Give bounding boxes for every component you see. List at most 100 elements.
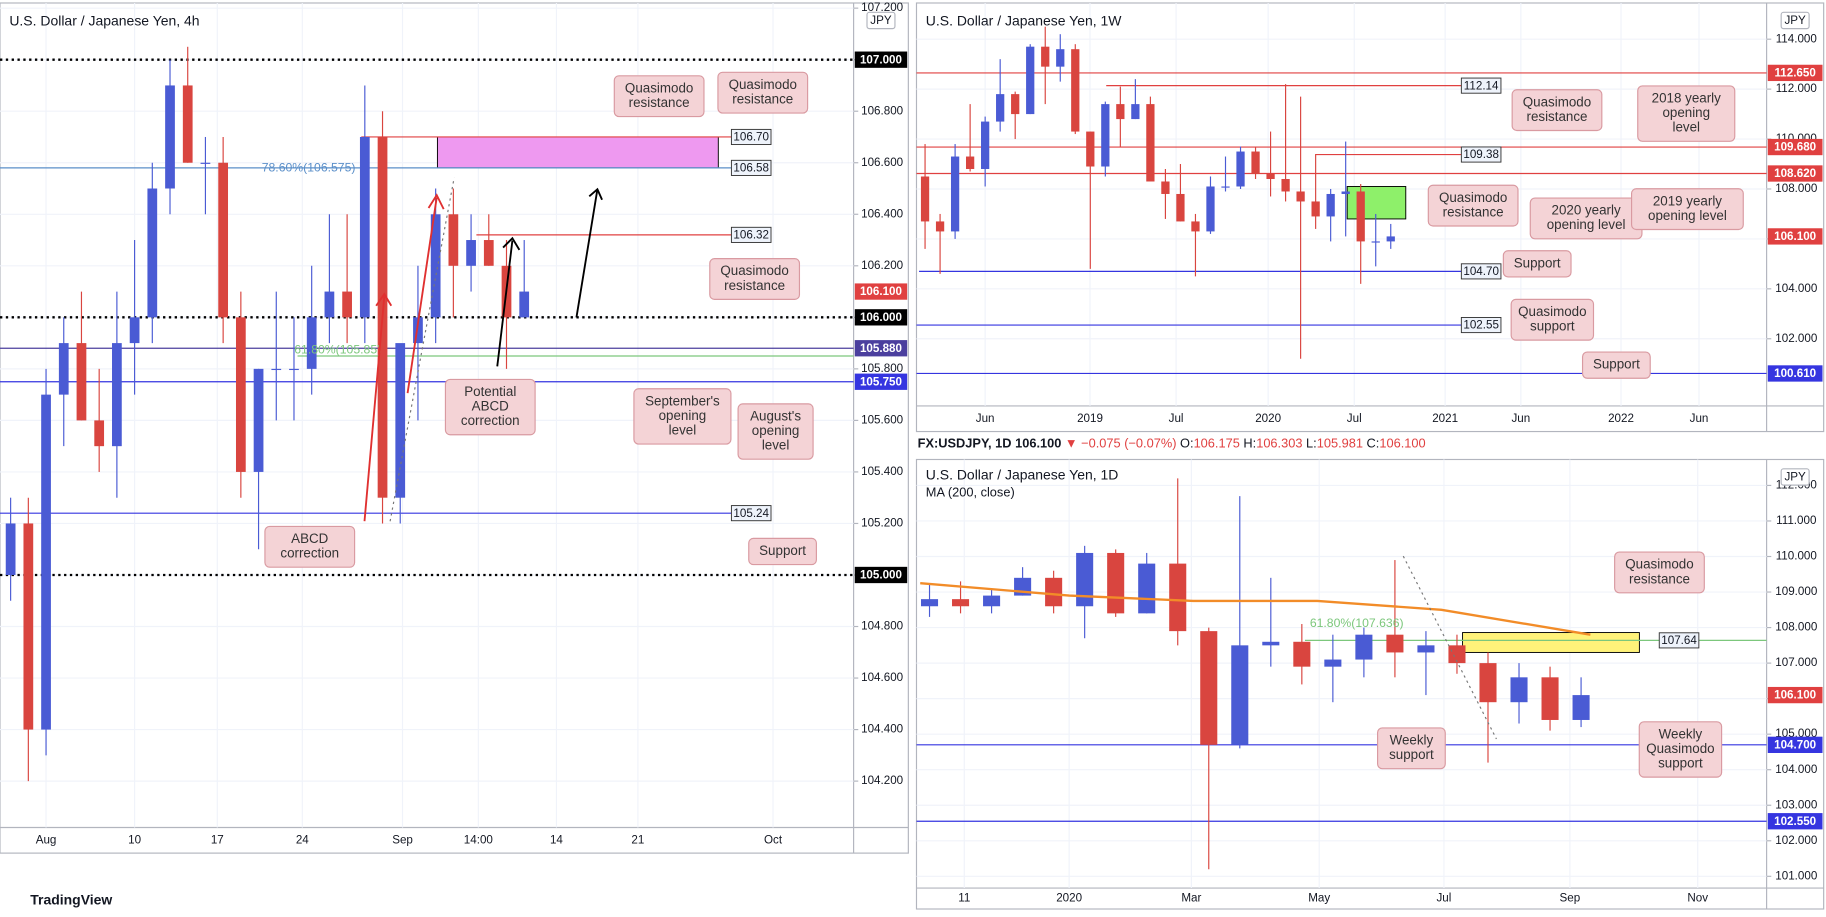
callout bbox=[1377, 727, 1446, 770]
price-axis-badge bbox=[854, 309, 908, 326]
level-label: 107.64 bbox=[1661, 634, 1697, 647]
candle-body bbox=[324, 291, 335, 318]
candle-body bbox=[1386, 236, 1395, 242]
level-label-box bbox=[1460, 77, 1502, 94]
level-label-box bbox=[1460, 317, 1502, 334]
callout-text: August's bbox=[750, 409, 801, 424]
ohlc-value: 106.175 bbox=[1194, 436, 1240, 451]
callout-text: Quasimodo bbox=[720, 263, 788, 278]
y-tick-label: 105.800 bbox=[861, 362, 904, 375]
candle-body bbox=[1191, 221, 1200, 232]
callout bbox=[748, 537, 817, 566]
candle-body bbox=[218, 162, 229, 318]
fib-label: 61.80%(105.85) bbox=[294, 342, 381, 356]
candle-body bbox=[306, 317, 317, 369]
callout-text: support bbox=[1530, 319, 1575, 334]
candle-body bbox=[1056, 49, 1065, 67]
callout bbox=[1630, 188, 1744, 231]
candle-body bbox=[165, 85, 175, 189]
y-tick-label: 106.400 bbox=[861, 207, 904, 220]
callout bbox=[613, 75, 705, 118]
callout-text: ABCD bbox=[472, 399, 510, 414]
candle-body bbox=[182, 85, 193, 163]
callout-text: Quasimodo bbox=[1439, 190, 1507, 205]
legend-entry: MA (200, close) bbox=[926, 485, 1015, 500]
candle-body bbox=[1355, 634, 1373, 660]
callout-text: resistance bbox=[1443, 204, 1504, 219]
level-label: 106.58 bbox=[733, 162, 769, 175]
fib-label: 61.80%(107.636) bbox=[1310, 616, 1404, 630]
price-axis-badge-label: 107.000 bbox=[860, 53, 902, 66]
y-tick-label: 104.000 bbox=[1775, 763, 1818, 776]
x-tick-label: 17 bbox=[211, 833, 224, 846]
x-tick-label: 2019 bbox=[1077, 412, 1103, 425]
x-tick-label: Oct bbox=[764, 833, 783, 846]
y-tick-label: 101.000 bbox=[1775, 869, 1818, 882]
x-tick-label: 24 bbox=[296, 833, 309, 846]
y-tick-label: 108.000 bbox=[1775, 621, 1818, 634]
candle-body bbox=[395, 343, 406, 498]
arrow-head bbox=[427, 193, 445, 210]
price-axis-badge-label: 112.650 bbox=[1774, 67, 1815, 80]
callout-text: opening level bbox=[1648, 208, 1727, 223]
level-label: 102.55 bbox=[1463, 319, 1499, 332]
candle-body bbox=[112, 343, 122, 447]
level-label-box bbox=[1460, 146, 1502, 163]
currency-label: JPY bbox=[1784, 14, 1806, 27]
level-label-box bbox=[1658, 632, 1700, 649]
last-price: 106.100 bbox=[1015, 436, 1061, 451]
candle-body bbox=[983, 595, 1001, 607]
candle-body bbox=[1572, 695, 1590, 720]
y-tick-label: 102.000 bbox=[1775, 332, 1818, 345]
ohlc-key: L: bbox=[1306, 436, 1317, 451]
candle-body bbox=[1161, 181, 1170, 194]
candle-body bbox=[981, 121, 990, 170]
candle-body bbox=[289, 368, 299, 371]
callout-text: resistance bbox=[724, 278, 785, 293]
candle-body bbox=[1251, 151, 1260, 175]
change: ▼ −0.075 (−0.07%) bbox=[1065, 436, 1177, 451]
callout-text: Support bbox=[759, 543, 806, 558]
ohlc-value: 106.100 bbox=[1379, 436, 1425, 451]
callout-text: 2019 yearly bbox=[1653, 193, 1722, 208]
level-label-box bbox=[1460, 263, 1502, 280]
arrow bbox=[406, 197, 438, 394]
candle-body bbox=[5, 523, 16, 575]
x-tick-label: 11 bbox=[958, 892, 970, 905]
candle-body bbox=[1386, 634, 1404, 653]
candle-body bbox=[1266, 174, 1275, 179]
arrow bbox=[575, 189, 599, 318]
panel-frame bbox=[915, 458, 1825, 910]
chart-title: U.S. Dollar / Japanese Yen, 1W bbox=[926, 12, 1122, 28]
y-tick-label: 106.800 bbox=[861, 104, 904, 117]
symbol-header: FX:USDJPY, 1D 106.100 ▼ −0.075 (−0.07%) … bbox=[918, 436, 1426, 451]
candle-body bbox=[58, 343, 69, 395]
callout-text: level bbox=[669, 422, 697, 437]
x-tick-label: May bbox=[1308, 892, 1330, 905]
callout-text: September's bbox=[645, 393, 720, 408]
price-axis-badge-label: 108.620 bbox=[1774, 167, 1816, 180]
candle-body bbox=[1448, 645, 1466, 664]
ohlc-key: H: bbox=[1243, 436, 1256, 451]
candle-body bbox=[1176, 193, 1185, 222]
y-tick-label: 102.000 bbox=[1775, 834, 1818, 847]
level-label: 104.70 bbox=[1463, 265, 1499, 278]
x-tick-label: Sep bbox=[392, 833, 413, 846]
y-tick-label: 108.000 bbox=[1775, 182, 1818, 195]
y-tick-label: 104.000 bbox=[1775, 282, 1818, 295]
candle-body bbox=[1146, 104, 1155, 182]
x-tick-label: Jun bbox=[1690, 412, 1709, 425]
candle-body bbox=[483, 240, 494, 266]
level-label: 106.32 bbox=[733, 229, 769, 242]
candle-body bbox=[1116, 104, 1125, 120]
callout-text: Support bbox=[1593, 357, 1640, 372]
x-tick-label: 2020 bbox=[1255, 412, 1281, 425]
candle-body bbox=[1510, 677, 1528, 703]
ohlc-value: 105.981 bbox=[1317, 436, 1363, 451]
price-axis-badge bbox=[854, 283, 908, 300]
callout bbox=[1511, 89, 1603, 132]
price-axis-badge-label: 109.680 bbox=[1774, 141, 1816, 154]
ohlc-key: C: bbox=[1367, 436, 1380, 451]
candle-body bbox=[965, 156, 975, 170]
